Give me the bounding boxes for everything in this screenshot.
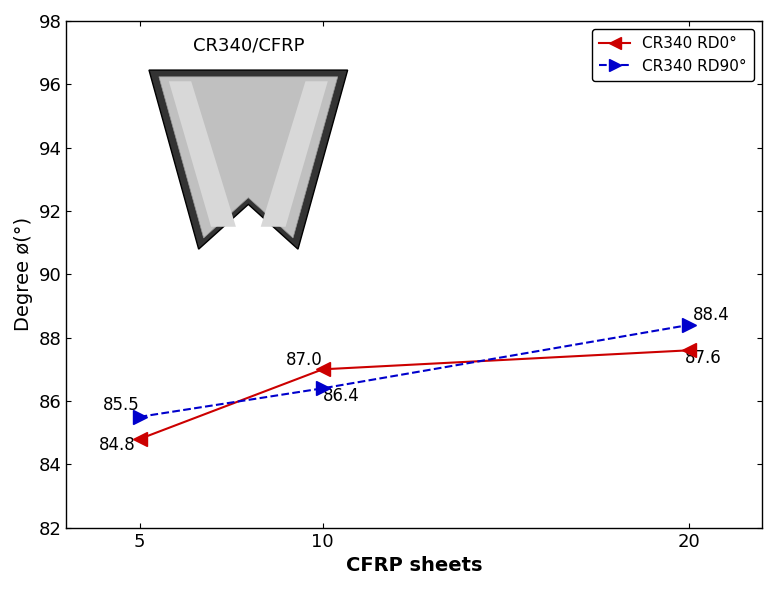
Polygon shape [159,77,338,238]
Text: 85.5: 85.5 [103,396,140,415]
Polygon shape [149,70,348,249]
X-axis label: CFRP sheets: CFRP sheets [346,556,483,575]
Polygon shape [261,81,327,227]
Text: 86.4: 86.4 [323,387,359,405]
Text: 87.0: 87.0 [286,350,323,369]
Y-axis label: Degree ø(°): Degree ø(°) [14,217,33,332]
Text: 88.4: 88.4 [692,306,729,324]
Polygon shape [169,81,236,227]
Text: 84.8: 84.8 [99,436,136,454]
Text: CR340/CFRP: CR340/CFRP [192,37,304,54]
Text: 87.6: 87.6 [685,349,722,367]
Legend: CR340 RD0°, CR340 RD90°: CR340 RD0°, CR340 RD90° [592,28,754,81]
